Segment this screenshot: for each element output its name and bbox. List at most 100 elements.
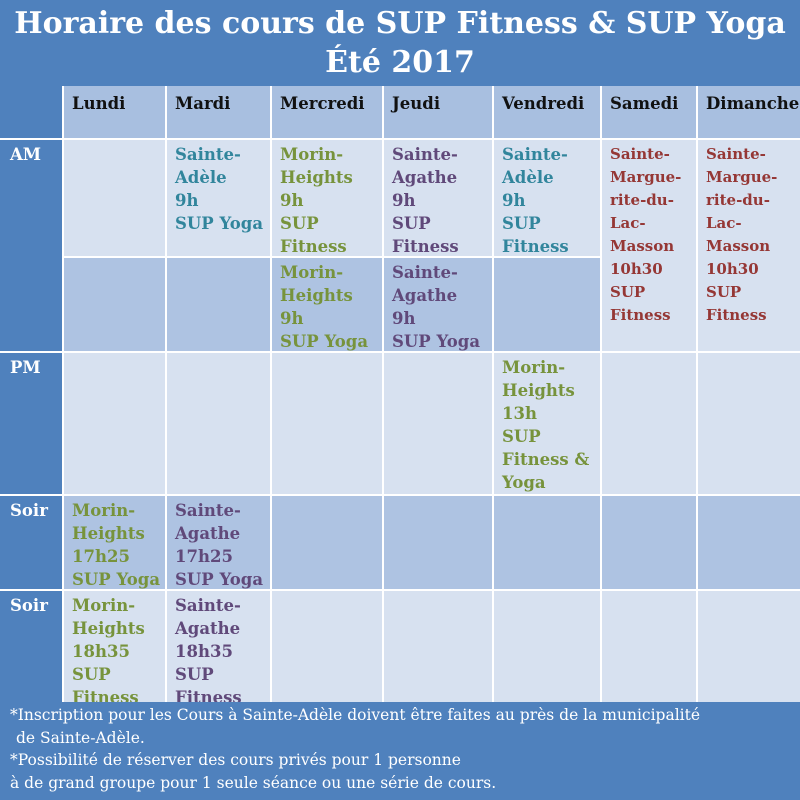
class-slot-line: 18h35 [175, 642, 233, 661]
class-slot-line: Agathe [392, 286, 458, 305]
class-slot: Morin- Heights 9h SUP Yoga [272, 258, 382, 351]
class-slot-line: Heights [280, 286, 353, 305]
class-slot-line: SUP [280, 214, 319, 233]
class-slot: Sainte- Adèle 9h SUP Fitness [494, 140, 600, 256]
cell-am2-mardi [167, 258, 270, 351]
class-slot-line: SUP [502, 214, 541, 233]
row-label-am: AM [0, 140, 62, 351]
cell-soir1-vendredi [494, 496, 600, 589]
class-slot-line: SUP Yoga [392, 332, 481, 351]
class-slot-line: Fitness & [502, 450, 590, 469]
class-slot-line: SUP Yoga [175, 214, 264, 233]
class-slot-line: Sainte- [175, 596, 241, 615]
cell-pm-samedi [602, 353, 696, 494]
class-slot-line: Sainte- [392, 145, 458, 164]
cell-soir2-jeudi [384, 591, 492, 710]
row-label-soir-1: Soir [0, 496, 62, 589]
class-slot-line: Agathe [175, 619, 241, 638]
cell-soir2-vendredi [494, 591, 600, 710]
class-slot-line: 9h [392, 191, 416, 210]
row-label-pm: PM [0, 353, 62, 494]
class-slot-line: SUP Yoga [280, 332, 369, 351]
day-header-lundi: Lundi [64, 86, 165, 138]
schedule-table: Lundi Mardi Mercredi Jeudi Vendredi Same… [0, 86, 800, 710]
class-slot-line: 10h30 [610, 260, 663, 278]
class-slot-line: Lac- [706, 214, 742, 232]
class-slot-line: SUP [392, 214, 431, 233]
class-slot-line: 17h25 [72, 547, 130, 566]
class-slot-line: Morin- [280, 145, 344, 164]
cell-pm-lundi [64, 353, 165, 494]
class-slot-line: Fitness [392, 237, 459, 256]
class-slot: Sainte- Agathe 9h SUP Fitness [384, 140, 492, 256]
class-slot-line: Margue- [610, 168, 682, 186]
class-slot-line: Heights [72, 619, 145, 638]
cell-am2-vendredi [494, 258, 600, 351]
footer-note-line: *Inscription pour les Cours à Sainte-Adè… [10, 706, 701, 724]
class-slot-line: Sainte- [610, 145, 670, 163]
class-slot-line: Heights [280, 168, 353, 187]
class-slot-line: Morin- [72, 501, 136, 520]
footer-note-line: *Possibilité de réserver des cours privé… [10, 751, 461, 769]
cell-soir2-samedi [602, 591, 696, 710]
day-header-mardi: Mardi [167, 86, 270, 138]
cell-pm-mercredi [272, 353, 382, 494]
title-line-1: Horaire des cours de SUP Fitness & SUP Y… [14, 6, 786, 41]
class-slot-line: Lac- [610, 214, 646, 232]
class-slot-line: SUP [610, 283, 646, 301]
class-slot-line: SUP [706, 283, 742, 301]
class-slot-line: Yoga [502, 473, 546, 492]
schedule-title: Horaire des cours de SUP Fitness & SUP Y… [0, 0, 800, 86]
class-slot-line: 18h35 [72, 642, 130, 661]
row-label-soir-2: Soir [0, 591, 62, 710]
cell-soir2-dimanche [698, 591, 800, 710]
cell-soir1-dimanche [698, 496, 800, 589]
class-slot: Morin- Heights 18h35 SUP Fitness [64, 591, 165, 710]
class-slot-line: Sainte- [175, 145, 241, 164]
class-slot: Sainte- Agathe 18h35 SUP Fitness [167, 591, 270, 710]
class-slot-line: Sainte- [706, 145, 766, 163]
class-slot-line: 9h [175, 191, 199, 210]
class-slot-line: 9h [502, 191, 526, 210]
table-corner [0, 86, 62, 138]
class-slot-line: Masson [706, 237, 771, 255]
cell-am2-lundi [64, 258, 165, 351]
cell-soir2-mercredi [272, 591, 382, 710]
class-slot-line: 9h [280, 191, 304, 210]
footer-note-line: à de grand groupe pour 1 seule séance ou… [10, 773, 497, 792]
footer-notes: *Inscription pour les Cours à Sainte-Adè… [0, 702, 800, 800]
cell-pm-dimanche [698, 353, 800, 494]
class-slot-line: Agathe [392, 168, 458, 187]
cell-soir1-mercredi [272, 496, 382, 589]
class-slot-line: rite-du- [706, 191, 770, 209]
class-slot-line: Morin- [280, 263, 344, 282]
class-slot-line: SUP [502, 427, 541, 446]
class-slot-line: Adèle [175, 168, 227, 187]
class-slot-line: Fitness [280, 237, 347, 256]
class-slot-line: Margue- [706, 168, 778, 186]
cell-soir1-samedi [602, 496, 696, 589]
cell-am1-lundi [64, 140, 165, 256]
class-slot-line: Heights [72, 524, 145, 543]
title-line-2: Été 2017 [325, 45, 475, 80]
class-slot: Sainte- Agathe 9h SUP Yoga [384, 258, 492, 351]
class-slot-line: Masson [610, 237, 675, 255]
class-slot-line: Sainte- [175, 501, 241, 520]
class-slot-line: Sainte- [502, 145, 568, 164]
class-slot-line: 17h25 [175, 547, 233, 566]
class-slot-line: SUP Yoga [72, 570, 161, 589]
class-slot-line: SUP [175, 665, 214, 684]
class-slot-line: 10h30 [706, 260, 759, 278]
cell-pm-mardi [167, 353, 270, 494]
class-slot-line: 9h [392, 309, 416, 328]
footer-note-line: de Sainte-Adèle. [16, 728, 145, 747]
class-slot-line: Fitness [610, 306, 671, 324]
class-slot-line: Sainte- [392, 263, 458, 282]
class-slot-line: Adèle [502, 168, 554, 187]
class-slot-line: Heights [502, 381, 575, 400]
class-slot: Morin- Heights 13h SUP Fitness & Yoga [494, 353, 600, 494]
class-slot: Sainte- Margue-rite-du- Lac- Masson 10h30 SUP… [698, 140, 800, 351]
day-header-samedi: Samedi [602, 86, 696, 138]
day-header-jeudi: Jeudi [384, 86, 492, 138]
